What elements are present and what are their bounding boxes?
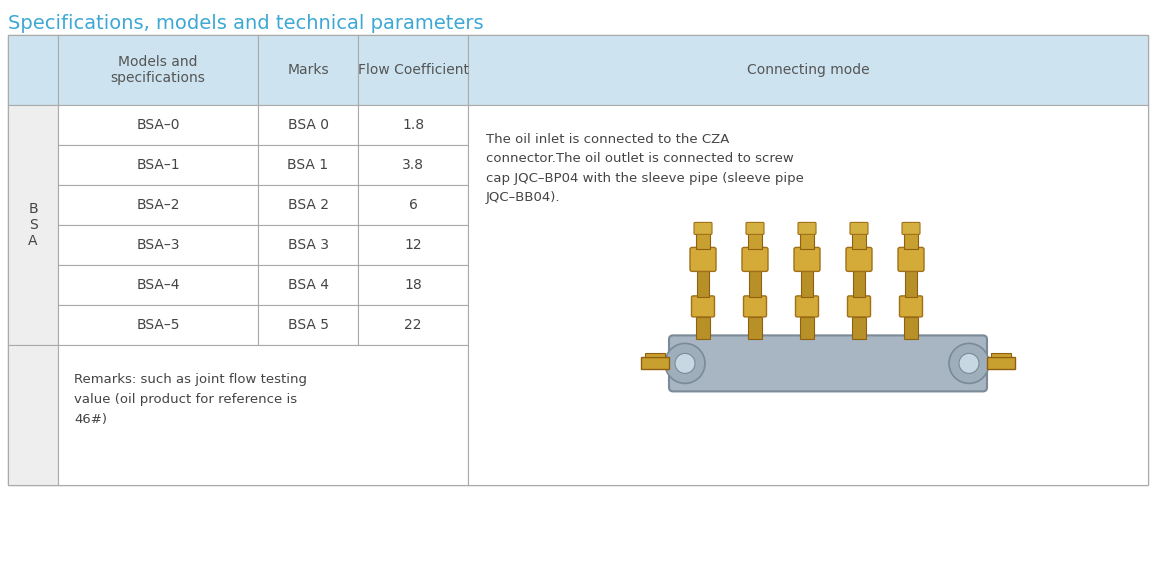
Bar [8,35,58,105]
Bar [258,185,358,225]
Text: 1.8: 1.8 [402,118,424,132]
Bar [358,305,468,345]
Bar [749,272,761,298]
Text: BSA 2: BSA 2 [288,198,328,212]
Bar [8,35,1148,485]
Text: BSA–2: BSA–2 [136,198,179,212]
Bar [904,318,918,340]
Bar [58,145,258,185]
Text: Remarks: such as joint flow testing
value (oil product for reference is
46#): Remarks: such as joint flow testing valu… [74,373,307,426]
FancyBboxPatch shape [742,247,768,272]
Bar [645,353,665,357]
Text: 6: 6 [408,198,417,212]
Bar [358,185,468,225]
FancyBboxPatch shape [669,336,987,391]
Bar [987,357,1015,369]
Text: 3.8: 3.8 [402,158,424,172]
Text: B
S
A: B S A [28,202,38,248]
FancyBboxPatch shape [691,296,714,317]
Bar [904,234,918,249]
Bar [58,105,258,145]
Text: BSA 3: BSA 3 [288,238,328,252]
Text: BSA 4: BSA 4 [288,278,328,292]
Text: The oil inlet is connected to the CZA
connector.The oil outlet is connected to s: The oil inlet is connected to the CZA co… [486,133,803,205]
Bar [800,234,814,249]
Text: BSA–1: BSA–1 [136,158,180,172]
Bar [852,318,866,340]
Text: BSA–3: BSA–3 [136,238,179,252]
Bar [58,265,258,305]
FancyBboxPatch shape [899,296,922,317]
Text: Connecting mode: Connecting mode [747,63,869,77]
Bar [748,234,762,249]
FancyBboxPatch shape [746,222,764,234]
Circle shape [959,353,979,374]
Bar [696,318,710,340]
Text: 22: 22 [405,318,422,332]
Bar [358,265,468,305]
Text: Specifications, models and technical parameters: Specifications, models and technical par… [8,14,483,33]
Bar [640,357,669,369]
Text: Marks: Marks [287,63,328,77]
Text: Models and
specifications: Models and specifications [111,55,206,85]
Bar [358,145,468,185]
Text: BSA–5: BSA–5 [136,318,179,332]
Bar [905,272,917,298]
Bar [258,265,358,305]
Text: BSA 0: BSA 0 [288,118,328,132]
Bar [800,318,814,340]
Text: BSA–0: BSA–0 [136,118,179,132]
Circle shape [675,353,695,374]
Text: Flow Coefficient: Flow Coefficient [357,63,468,77]
Bar [853,272,865,298]
Text: 18: 18 [405,278,422,292]
Bar [696,234,710,249]
Bar [258,35,358,105]
Bar [852,234,866,249]
Bar [468,105,1148,485]
Text: BSA 1: BSA 1 [288,158,328,172]
Text: BSA–4: BSA–4 [136,278,179,292]
Bar [748,318,762,340]
FancyBboxPatch shape [743,296,766,317]
FancyBboxPatch shape [798,222,816,234]
Bar [468,35,1148,105]
Text: 12: 12 [405,238,422,252]
Bar [258,105,358,145]
FancyBboxPatch shape [850,222,868,234]
Bar [258,305,358,345]
FancyBboxPatch shape [694,222,712,234]
Bar [358,225,468,265]
Bar [8,105,58,345]
FancyBboxPatch shape [902,222,920,234]
Bar [58,35,258,105]
FancyBboxPatch shape [794,247,820,272]
Bar [58,185,258,225]
Bar [258,225,358,265]
Text: BSA 5: BSA 5 [288,318,328,332]
Bar [58,225,258,265]
Circle shape [949,344,990,383]
Bar [8,345,58,485]
Bar [801,272,813,298]
FancyBboxPatch shape [846,247,872,272]
Bar [58,345,468,485]
Bar [697,272,709,298]
FancyBboxPatch shape [847,296,870,317]
FancyBboxPatch shape [690,247,716,272]
Bar [58,305,258,345]
Bar [358,35,468,105]
Bar [358,105,468,145]
Bar [258,145,358,185]
FancyBboxPatch shape [795,296,818,317]
Circle shape [665,344,705,383]
Bar [991,353,1012,357]
FancyBboxPatch shape [898,247,924,272]
